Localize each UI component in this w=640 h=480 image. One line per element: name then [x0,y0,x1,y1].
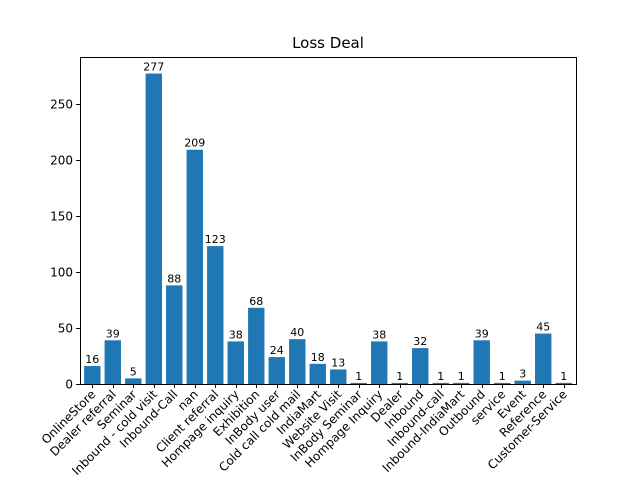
bar [555,382,572,384]
bar-value-label: 38 [229,328,243,341]
bar-value-label: 1 [437,370,444,383]
bar [391,382,408,384]
bar-value-label: 1 [499,370,506,383]
bar [145,73,162,385]
y-tick-label: 250 [50,98,73,112]
bar-value-label: 40 [290,326,304,339]
bar-value-label: 68 [249,295,263,308]
bar [289,339,306,384]
y-tick-label: 100 [50,266,73,280]
bar [494,382,511,384]
bar-value-label: 3 [519,368,526,381]
bar-value-label: 1 [458,370,465,383]
bar [330,369,347,384]
bar [514,380,531,384]
bar-value-label: 39 [475,327,489,340]
bar [84,366,101,384]
bar-value-label: 45 [536,321,550,334]
y-tick-label: 200 [50,154,73,168]
bar-value-label: 13 [331,356,345,369]
bar-value-label: 32 [413,335,427,348]
bar-value-label: 209 [184,137,205,150]
bar [412,348,429,384]
y-tick-label: 0 [65,378,73,392]
bar [350,382,367,384]
bar [473,340,490,384]
bar [104,340,121,384]
bars [84,73,572,385]
bar-value-label: 1 [560,370,567,383]
bar-value-label: 1 [355,370,362,383]
plot-frame [80,57,577,385]
bar-value-label: 277 [143,61,164,74]
bar [535,333,552,384]
bar [227,341,244,384]
bar [125,378,142,384]
bar [248,307,265,384]
bar [309,363,326,384]
bar [166,285,183,384]
bar [207,246,224,384]
y-tick-label: 50 [58,322,73,336]
bar-value-label: 88 [167,272,181,285]
bar-value-label: 5 [130,365,137,378]
bar-value-label: 16 [85,353,99,366]
bar-value-label: 39 [106,327,120,340]
chart-title: Loss Deal [292,34,364,52]
bar-value-label: 24 [270,344,284,357]
bar [371,341,388,384]
bar-value-label: 18 [311,351,325,364]
bar-value-label: 123 [205,233,226,246]
bar [268,357,285,384]
bar [186,149,203,384]
bar-value-label: 38 [372,328,386,341]
bar-value-label: 1 [396,370,403,383]
bar [453,382,470,384]
y-axis: 0 50 100 150 200 250 [50,98,80,392]
bar [432,382,449,384]
y-tick-label: 150 [50,210,73,224]
